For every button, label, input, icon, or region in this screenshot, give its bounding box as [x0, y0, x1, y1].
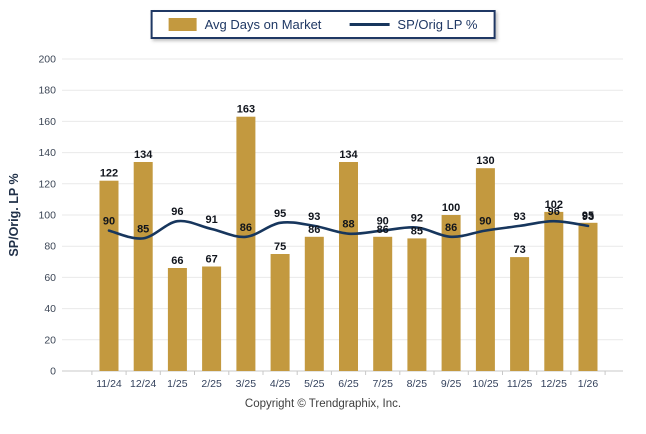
line-swatch-icon	[349, 23, 390, 26]
y-tick-label: 140	[38, 147, 56, 159]
x-axis	[62, 370, 623, 375]
legend-bar-label: Avg Days on Market	[204, 17, 322, 32]
y-tick-label: 200	[38, 54, 56, 66]
line-value-label: 90	[479, 216, 491, 228]
bar-value-label: 86	[377, 224, 389, 236]
line-value-label: 90	[103, 216, 115, 228]
line-value-label: 96	[548, 206, 560, 218]
legend-item-line: SP/Orig LP %	[349, 17, 477, 32]
bar	[510, 257, 530, 371]
x-tick-label: 10/25	[472, 378, 498, 390]
line-value-label: 85	[137, 223, 149, 235]
bar	[236, 116, 256, 371]
line-value-label: 93	[582, 211, 594, 223]
trend-line	[107, 219, 590, 240]
bar-value-label: 130	[476, 155, 494, 167]
trend-line-group	[107, 219, 590, 240]
line-value-label: 93	[308, 211, 320, 223]
bar	[304, 236, 324, 371]
line-value-label: 90	[377, 216, 389, 228]
y-tick-label: 20	[44, 334, 56, 346]
bar-value-label: 102	[545, 199, 563, 211]
bar	[339, 162, 358, 371]
y-tick-label: 180	[38, 85, 56, 97]
bar	[407, 238, 427, 371]
bar	[578, 222, 598, 371]
bar-value-labels: 122 134 66 67 163 75 86 134 86 85 100 130 73 102 95	[100, 104, 594, 267]
copyright-text: Copyright © Trendgraphix, Inc.	[244, 398, 402, 410]
line-value-label: 95	[274, 208, 286, 220]
x-tick-label: 5/25	[304, 378, 325, 390]
y-tick-label: 80	[44, 241, 56, 253]
line-value-label: 86	[240, 222, 252, 234]
y-axis-title: SP/Orig. LP %	[7, 173, 21, 257]
bar-value-label: 134	[339, 149, 358, 161]
x-tick-label: 1/26	[578, 378, 599, 390]
bar	[167, 268, 187, 371]
bar-value-label: 134	[134, 149, 153, 161]
bar-swatch-icon	[168, 18, 197, 31]
bar-value-label: 100	[442, 202, 460, 214]
bar	[544, 211, 564, 371]
bar-value-label: 163	[237, 104, 255, 116]
y-axis-labels: 0 20 40 60 80 100 120 140 160 180 200	[38, 54, 56, 378]
x-tick-label: 11/24	[96, 378, 122, 390]
bar-value-label: 75	[274, 241, 286, 253]
legend-item-bar: Avg Days on Market	[168, 17, 322, 32]
legend: Avg Days on Market SP/Orig LP %	[150, 10, 496, 39]
line-value-label: 91	[205, 214, 217, 226]
bar	[475, 168, 495, 371]
bar	[373, 236, 393, 371]
legend-line-label: SP/Orig LP %	[397, 17, 478, 32]
x-tick-label: 1/25	[167, 378, 188, 390]
bar	[99, 180, 119, 371]
x-axis-labels: 11/24 12/24 1/25 2/25 3/25 4/25 5/25 6/25 7/25 8/…	[96, 378, 598, 390]
line-value-label: 88	[342, 219, 354, 231]
bar-value-label: 86	[308, 224, 320, 236]
y-tick-label: 60	[44, 272, 56, 284]
x-tick-label: 8/25	[407, 378, 428, 390]
y-tick-label: 120	[38, 178, 56, 190]
x-tick-label: 7/25	[372, 378, 393, 390]
x-tick-label: 12/24	[130, 378, 156, 390]
x-tick-label: 11/25	[507, 378, 533, 390]
x-tick-label: 9/25	[441, 378, 462, 390]
bar	[202, 266, 222, 371]
y-tick-label: 160	[38, 116, 56, 128]
bar-value-label: 95	[582, 210, 594, 222]
y-tick-label: 0	[50, 366, 56, 378]
bar-value-label: 66	[171, 255, 183, 267]
bar	[133, 162, 153, 371]
line-value-label: 96	[171, 206, 183, 218]
bar	[270, 254, 290, 371]
y-tick-label: 100	[38, 210, 56, 222]
x-tick-label: 3/25	[236, 378, 257, 390]
bar-value-label: 85	[411, 225, 423, 237]
bar	[441, 215, 461, 371]
bar-value-label: 67	[205, 254, 217, 266]
y-tick-label: 40	[44, 303, 56, 315]
x-tick-label: 6/25	[338, 378, 359, 390]
line-value-label: 93	[513, 211, 525, 223]
x-tick-label: 12/25	[541, 378, 567, 390]
bar-value-label: 73	[513, 244, 525, 256]
line-value-label: 92	[411, 213, 423, 225]
x-tick-label: 2/25	[201, 378, 222, 390]
line-value-label: 86	[445, 222, 457, 234]
bar-value-label: 122	[100, 168, 118, 180]
bars	[99, 116, 598, 371]
x-tick-label: 4/25	[270, 378, 291, 390]
